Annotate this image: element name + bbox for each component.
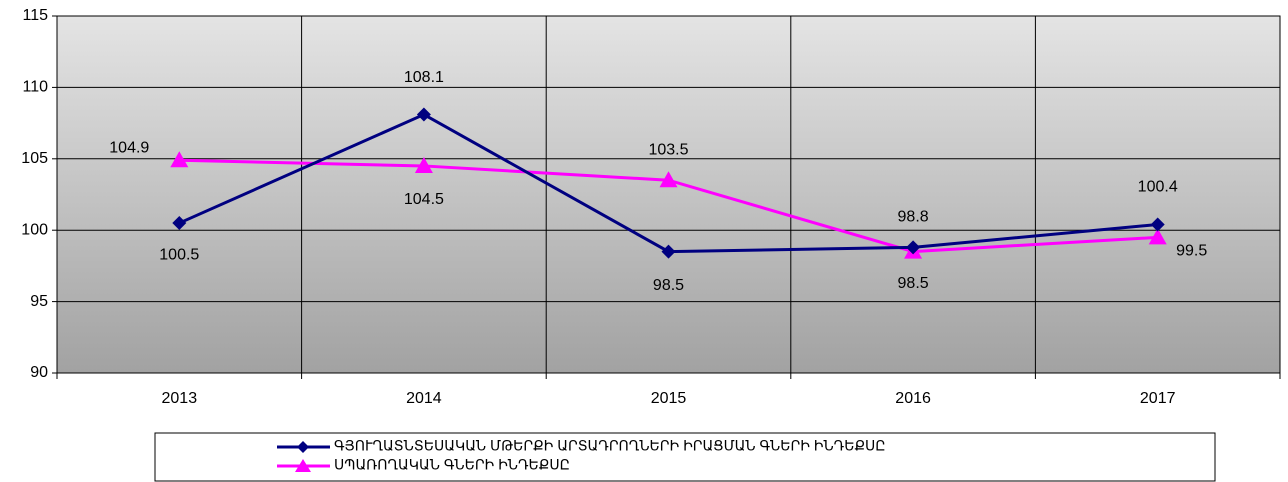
- data-label: 98.8: [898, 209, 929, 226]
- x-tick-label: 2013: [162, 390, 198, 407]
- y-tick-label: 95: [30, 293, 48, 310]
- x-tick-label: 2017: [1140, 390, 1176, 407]
- data-label: 100.5: [159, 246, 199, 263]
- y-tick-label: 105: [21, 150, 48, 167]
- x-tick-label: 2015: [651, 390, 687, 407]
- marker: [661, 244, 676, 259]
- plot-area: [57, 16, 1280, 373]
- data-label: 104.5: [404, 191, 444, 208]
- legend-marker: [295, 459, 311, 472]
- legend-label: ԳՅՈՒՂԱՏՆՏԵՍԱԿԱՆ ՄԹԵՐՔԻ ԱՐՏԱԴՐՈՂՆԵՐԻ ԻՐԱՑ…: [334, 438, 886, 454]
- x-tick-label: 2014: [406, 390, 442, 407]
- data-label: 100.4: [1138, 179, 1178, 196]
- data-label: 103.5: [648, 141, 688, 158]
- y-tick-label: 90: [30, 364, 48, 381]
- marker: [172, 216, 187, 231]
- data-label: 108.1: [404, 69, 444, 86]
- marker: [414, 156, 433, 173]
- legend-box: [154, 432, 1216, 482]
- y-tick-label: 115: [22, 7, 48, 24]
- y-tick-label: 100: [21, 221, 48, 238]
- marker: [170, 151, 189, 168]
- data-label: 98.5: [653, 277, 684, 294]
- plot-border: [56, 15, 1281, 374]
- marker: [416, 107, 431, 122]
- y-tick-label: 110: [22, 79, 48, 96]
- data-label: 104.9: [109, 139, 149, 156]
- marker: [1150, 217, 1165, 232]
- x-tick-label: 2016: [895, 390, 931, 407]
- marker: [1148, 228, 1167, 245]
- legend-marker: [297, 441, 309, 453]
- marker: [659, 171, 678, 188]
- data-label: 98.5: [898, 275, 929, 292]
- data-label: 99.5: [1176, 243, 1207, 260]
- marker: [906, 240, 921, 255]
- legend-label: ՍՊԱՌՈՂԱԿԱՆ ԳՆԵՐԻ ԻՆԴԵՔՍԸ: [334, 457, 570, 473]
